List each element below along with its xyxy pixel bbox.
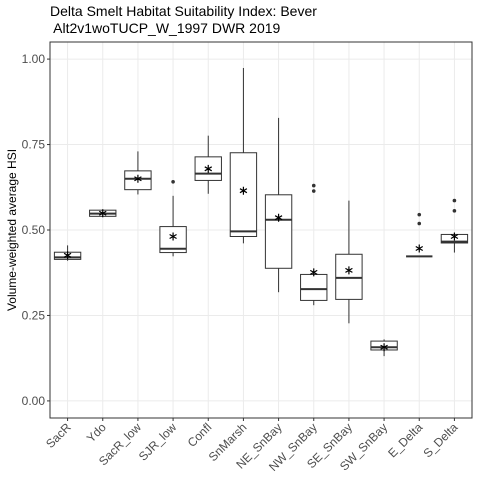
y-tick-label: 0.75 xyxy=(22,138,46,152)
outlier xyxy=(452,209,457,213)
y-tick-label: 0.50 xyxy=(22,223,46,237)
mean xyxy=(450,232,459,241)
mean xyxy=(345,266,353,275)
x-tick-label: Confl xyxy=(185,420,215,450)
x-tick-label: SJR_low xyxy=(136,420,180,464)
y-tick-label: 0.00 xyxy=(22,394,46,408)
outlier xyxy=(452,198,457,203)
y-tick-label: 1.00 xyxy=(22,52,46,66)
x-tick-label: Ydo xyxy=(84,420,109,445)
y-axis-title: Volume-weighted average HSI xyxy=(5,149,19,311)
mean xyxy=(134,174,142,183)
chart-title: Alt2v1woTUCP_W_1997 DWR 2019 xyxy=(50,20,281,36)
mean xyxy=(415,244,424,253)
outlier xyxy=(417,221,422,226)
outlier xyxy=(311,183,316,188)
box xyxy=(300,273,328,301)
x-tick-label: SacR xyxy=(43,420,74,451)
outlier xyxy=(311,189,316,193)
mean xyxy=(380,343,388,352)
y-tick-label: 0.25 xyxy=(22,308,46,322)
mean xyxy=(204,164,213,173)
outlier xyxy=(417,212,422,217)
x-tick-label: S_Delta xyxy=(420,420,460,460)
mean xyxy=(274,213,283,222)
mean xyxy=(239,186,248,195)
mean xyxy=(309,268,318,277)
chart-title: Delta Smelt Habitat Suitability Index: B… xyxy=(50,3,317,19)
mean xyxy=(169,232,177,241)
box xyxy=(335,253,363,300)
panel-border xyxy=(49,41,473,419)
mean xyxy=(98,209,107,218)
outlier xyxy=(171,180,175,184)
x-tick-label: E_Delta xyxy=(385,420,425,460)
box xyxy=(264,194,293,269)
mean xyxy=(63,251,72,260)
